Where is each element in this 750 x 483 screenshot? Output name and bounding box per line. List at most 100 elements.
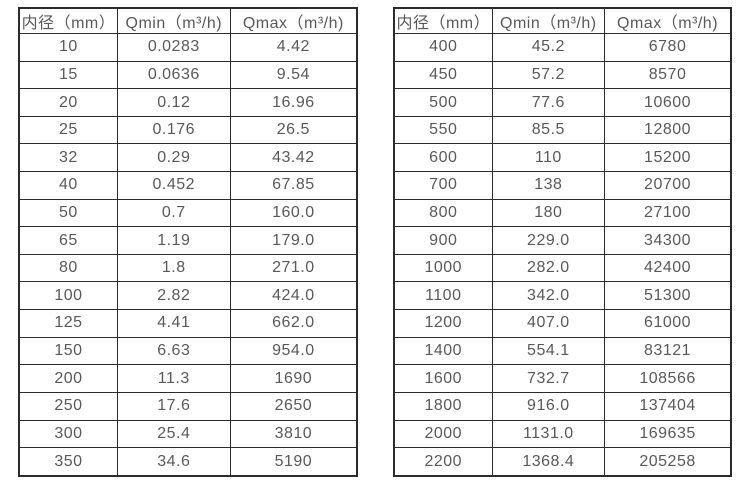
- table-cell: 32: [18, 143, 118, 173]
- table-cell: 407.0: [491, 309, 606, 338]
- table-cell: 400: [393, 33, 493, 62]
- table-cell: 271.0: [229, 253, 358, 283]
- table-cell: 10600: [604, 88, 732, 117]
- header-row: 内径（mm） Qmin（m³/h) Qmax（m³/h): [18, 7, 358, 34]
- table-row: 800 180 27100: [393, 198, 732, 228]
- table-cell: 732.7: [491, 364, 606, 393]
- table-cell: 4.42: [229, 33, 358, 62]
- table-cell: 150: [18, 336, 118, 366]
- table-cell: 138: [491, 171, 606, 200]
- table-cell: 250: [18, 391, 118, 421]
- table-cell: 1.19: [116, 226, 231, 255]
- table-cell: 65: [18, 226, 118, 255]
- table-row: 900 229.0 34300: [393, 226, 732, 255]
- table-cell: 179.0: [229, 226, 358, 255]
- table-cell: 1600: [393, 364, 493, 393]
- table-cell: 77.6: [491, 88, 606, 117]
- column-header: 内径（mm）: [18, 7, 118, 34]
- table-cell: 1368.4: [491, 447, 606, 477]
- table-cell: 20: [18, 88, 118, 117]
- table-cell: 1400: [393, 336, 493, 366]
- table-cell: 1200: [393, 309, 493, 338]
- table-cell: 160.0: [229, 198, 358, 228]
- table-cell: 100: [18, 281, 118, 311]
- table-row: 150 6.63 954.0: [18, 336, 358, 366]
- table-cell: 34.6: [116, 447, 231, 477]
- table-cell: 6780: [604, 33, 732, 62]
- table-cell: 1131.0: [491, 419, 606, 449]
- table-cell: 67.85: [229, 171, 358, 200]
- table-row: 350 34.6 5190: [18, 447, 358, 477]
- table-cell: 4.41: [116, 309, 231, 338]
- table-row: 500 77.6 10600: [393, 88, 732, 117]
- table-cell: 600: [393, 143, 493, 173]
- table-row: 20 0.12 16.96: [18, 88, 358, 117]
- table-cell: 169635: [604, 419, 732, 449]
- table-cell: 900: [393, 226, 493, 255]
- table-cell: 25.4: [116, 419, 231, 449]
- table-row: 600 110 15200: [393, 143, 732, 173]
- column-header: Qmin（m³/h): [116, 7, 231, 34]
- table-cell: 662.0: [229, 309, 358, 338]
- table-cell: 3810: [229, 419, 358, 449]
- column-header: Qmax（m³/h): [604, 7, 732, 34]
- table-row: 32 0.29 43.42: [18, 143, 358, 173]
- table-cell: 229.0: [491, 226, 606, 255]
- table-row: 1400 554.1 83121: [393, 336, 732, 366]
- table-cell: 27100: [604, 198, 732, 228]
- table-cell: 1800: [393, 391, 493, 421]
- table-cell: 0.176: [116, 115, 231, 145]
- table-row: 2000 1131.0 169635: [393, 419, 732, 449]
- table-cell: 125: [18, 309, 118, 338]
- table-row: 15 0.0636 9.54: [18, 60, 358, 90]
- table-cell: 700: [393, 171, 493, 200]
- table-row: 65 1.19 179.0: [18, 226, 358, 255]
- table-row: 200 11.3 1690: [18, 364, 358, 393]
- table-cell: 1690: [229, 364, 358, 393]
- table-row: 400 45.2 6780: [393, 33, 732, 62]
- table-cell: 12800: [604, 115, 732, 145]
- table-cell: 26.5: [229, 115, 358, 145]
- table-cell: 51300: [604, 281, 732, 311]
- table-cell: 110: [491, 143, 606, 173]
- table-cell: 50: [18, 198, 118, 228]
- table-cell: 554.1: [491, 336, 606, 366]
- table-cell: 5190: [229, 447, 358, 477]
- table-row: 125 4.41 662.0: [18, 309, 358, 338]
- table-cell: 0.0636: [116, 60, 231, 90]
- table-cell: 85.5: [491, 115, 606, 145]
- table-cell: 25: [18, 115, 118, 145]
- table-cell: 9.54: [229, 60, 358, 90]
- flow-table-large-diameters: 内径（mm） Qmin（m³/h) Qmax（m³/h) 400 45.2 6780 450…: [393, 7, 732, 477]
- table-cell: 34300: [604, 226, 732, 255]
- table-cell: 1.8: [116, 253, 231, 283]
- table-cell: 10: [18, 33, 118, 62]
- table-cell: 0.29: [116, 143, 231, 173]
- table-cell: 450: [393, 60, 493, 90]
- column-header: Qmin（m³/h): [491, 7, 606, 34]
- table-cell: 1000: [393, 253, 493, 283]
- table-cell: 0.7: [116, 198, 231, 228]
- table-cell: 180: [491, 198, 606, 228]
- table-cell: 8570: [604, 60, 732, 90]
- table-cell: 0.452: [116, 171, 231, 200]
- table-row: 10 0.0283 4.42: [18, 33, 358, 62]
- header-row: 内径（mm） Qmin（m³/h) Qmax（m³/h): [393, 7, 732, 34]
- table-cell: 6.63: [116, 336, 231, 366]
- table-row: 1600 732.7 108566: [393, 364, 732, 393]
- table-row: 40 0.452 67.85: [18, 171, 358, 200]
- table-cell: 17.6: [116, 391, 231, 421]
- table-cell: 954.0: [229, 336, 358, 366]
- table-cell: 61000: [604, 309, 732, 338]
- table-row: 25 0.176 26.5: [18, 115, 358, 145]
- table-cell: 15200: [604, 143, 732, 173]
- table-cell: 45.2: [491, 33, 606, 62]
- table-cell: 83121: [604, 336, 732, 366]
- table-cell: 0.0283: [116, 33, 231, 62]
- table-cell: 80: [18, 253, 118, 283]
- table-cell: 282.0: [491, 253, 606, 283]
- column-header: Qmax（m³/h): [229, 7, 358, 34]
- table-cell: 42400: [604, 253, 732, 283]
- table-row: 300 25.4 3810: [18, 419, 358, 449]
